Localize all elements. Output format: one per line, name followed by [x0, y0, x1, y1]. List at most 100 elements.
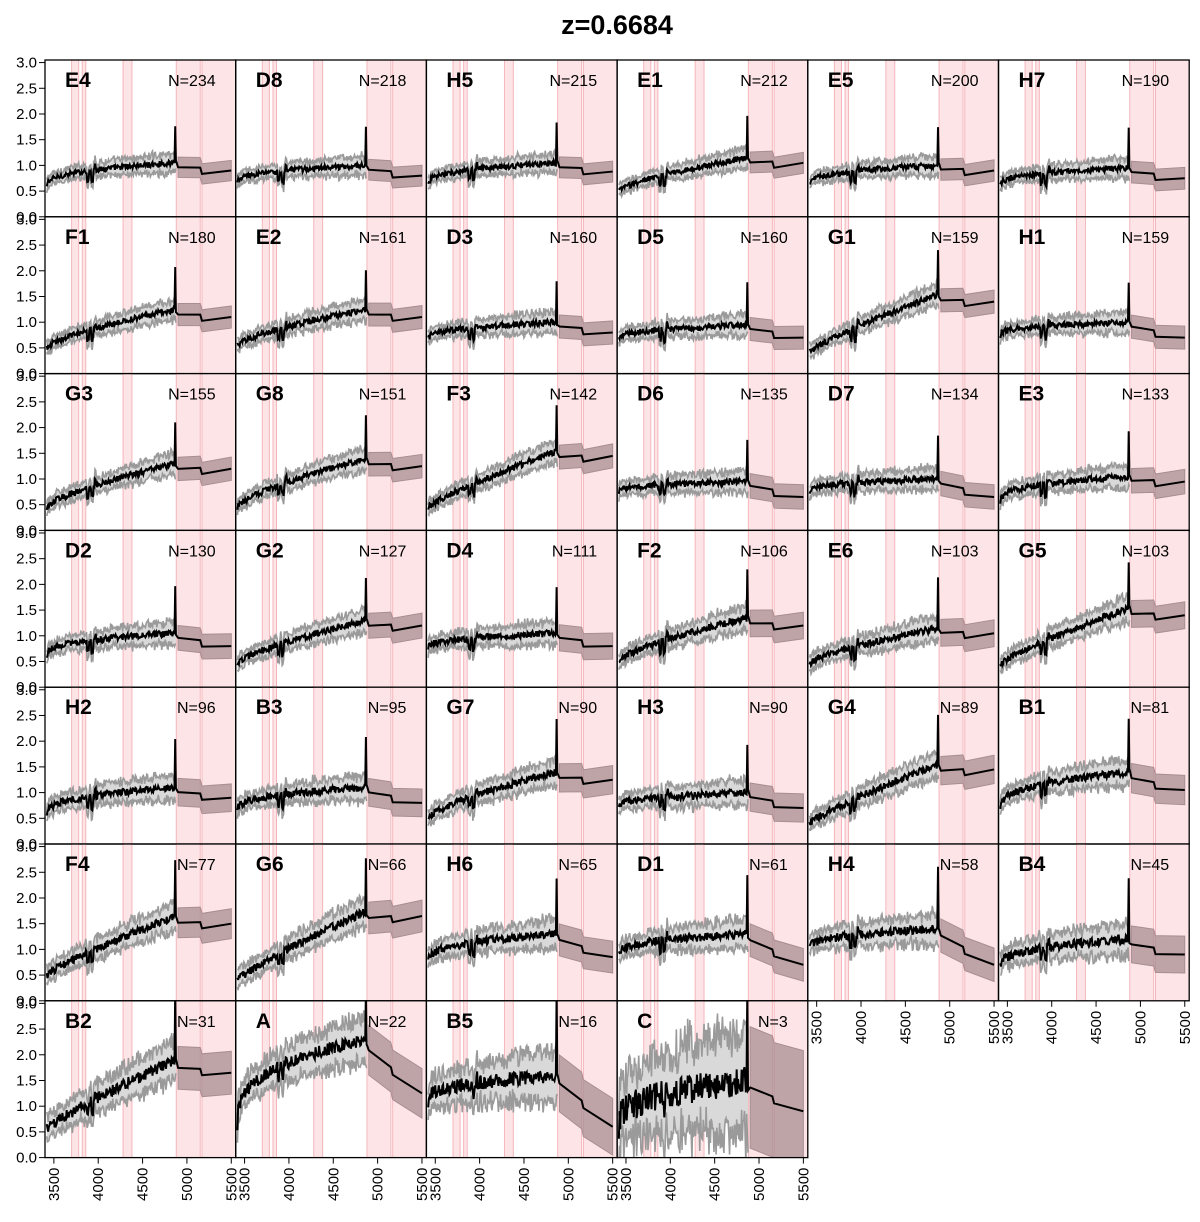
interp-envelope — [368, 611, 423, 644]
y-tick-label: 1.0 — [16, 314, 37, 331]
x-tick-label: 3500 — [427, 1168, 444, 1201]
panel-D7: D7 N=134 — [807, 372, 1000, 532]
panel-label: D3 — [446, 226, 473, 249]
panel-count: N=61 — [749, 857, 788, 874]
panel-H3: H3 N=90 — [616, 686, 809, 845]
plot-area — [236, 530, 427, 688]
highlight-band — [885, 60, 896, 217]
median-line — [45, 267, 232, 351]
plot-area — [236, 1000, 427, 1158]
panel-count: N=77 — [177, 857, 216, 874]
highlight-band — [452, 373, 461, 531]
envelope-lower — [236, 465, 368, 516]
x-tick-label: 4000 — [662, 1168, 679, 1201]
envelope-upper — [236, 768, 368, 803]
highlight-band — [653, 216, 659, 374]
plot-area — [45, 687, 236, 845]
highlight-band — [1035, 687, 1040, 845]
panel-label: B5 — [446, 1010, 473, 1033]
x-tick-label: 4500 — [707, 1168, 724, 1201]
panel-count: N=90 — [749, 700, 788, 717]
panel-H1: H1 N=159 — [997, 216, 1190, 375]
panel-F3: F3 N=142 — [425, 372, 618, 532]
plot-area — [808, 216, 999, 374]
panel-G5: G5 N=103 — [997, 529, 1190, 688]
panel-B2: B2 N=31 0.0 0.5 1.0 1.5 2.0 2.5 3.0 3500 4000 4500 5… — [16, 995, 240, 1201]
panel-count: N=22 — [368, 1014, 407, 1031]
plot-area — [808, 530, 999, 688]
highlight-band — [71, 687, 80, 845]
envelope-upper — [618, 465, 749, 489]
highlight-band — [643, 687, 652, 845]
envelope-upper — [427, 1040, 559, 1095]
panel-count: N=89 — [940, 700, 979, 717]
highlight-band — [313, 60, 324, 217]
highlight-band — [833, 687, 843, 845]
highlight-band — [582, 687, 618, 845]
envelope-lower — [618, 622, 749, 670]
highlight-band — [313, 530, 324, 688]
panel-grid: E4 N=234 0.0 0.5 1.0 1.5 2.0 2.5 3.0 D8 N=218 H5 N=2… — [16, 55, 1194, 1201]
x-tick-label: 4000 — [90, 1168, 107, 1201]
highlight-band — [71, 530, 80, 688]
panel-E5: E5 N=200 — [807, 59, 1000, 218]
panel-count: N=180 — [168, 230, 216, 247]
highlight-band — [201, 60, 236, 217]
panel-H2: H2 N=96 0.0 0.5 1.0 1.5 2.0 2.5 3.0 — [16, 682, 237, 853]
panel-count: N=160 — [740, 230, 788, 247]
plot-area — [427, 60, 618, 217]
panel-label: G4 — [828, 696, 856, 719]
median-line — [236, 270, 423, 350]
y-tick-label: 2.0 — [16, 733, 37, 750]
panel-count: N=45 — [1130, 857, 1169, 874]
x-tick-label: 4500 — [516, 1168, 533, 1201]
envelope-upper — [618, 599, 749, 658]
highlight-band — [463, 687, 468, 845]
x-tick-label: 4500 — [325, 1168, 342, 1201]
highlight-band — [503, 216, 514, 374]
envelope-fill — [237, 1009, 367, 1143]
plot-area — [808, 687, 999, 845]
panel-label: F1 — [65, 226, 90, 249]
median-line — [618, 569, 804, 664]
envelope-fill — [237, 605, 367, 672]
envelope-upper — [427, 148, 558, 179]
panel-G2: G2 N=127 — [235, 529, 428, 688]
median-line — [236, 858, 423, 981]
median-line — [808, 866, 995, 966]
envelope-fill — [1000, 462, 1130, 511]
envelope-upper — [46, 148, 177, 180]
median-line — [236, 1000, 423, 1131]
highlight-band — [653, 373, 659, 531]
envelope-upper — [999, 752, 1131, 804]
y-tick-label: 2.0 — [16, 263, 37, 280]
highlight-band — [582, 844, 618, 1001]
highlight-band — [81, 373, 87, 531]
median-line — [999, 431, 1185, 504]
envelope-lower — [427, 942, 558, 968]
envelope-fill — [237, 768, 367, 819]
highlight-band — [833, 60, 843, 217]
panel-count: N=90 — [558, 700, 597, 717]
plot-area — [999, 216, 1190, 374]
envelope-fill — [1000, 755, 1130, 815]
x-tick-label: 5000 — [560, 1168, 577, 1201]
interp-envelope — [177, 777, 232, 815]
envelope-lower — [46, 313, 177, 356]
highlight-band — [392, 373, 427, 531]
interp-envelope — [749, 609, 804, 644]
x-tick-label: 5000 — [1132, 1011, 1149, 1044]
highlight-band — [885, 373, 896, 531]
x-tick-label: 4500 — [897, 1011, 914, 1044]
highlight-band — [261, 373, 270, 531]
y-tick-label: 0.0 — [16, 366, 37, 383]
interp-envelope — [558, 1053, 614, 1157]
chart-title: z=0.6684 — [561, 10, 673, 40]
panel-D4: D4 N=111 — [425, 529, 618, 688]
highlight-band — [452, 687, 461, 845]
highlight-band — [1076, 530, 1086, 688]
envelope-upper — [808, 278, 940, 348]
median-line — [999, 718, 1185, 810]
y-tick-label: 1.5 — [16, 759, 37, 776]
panel-label: D1 — [637, 853, 664, 876]
